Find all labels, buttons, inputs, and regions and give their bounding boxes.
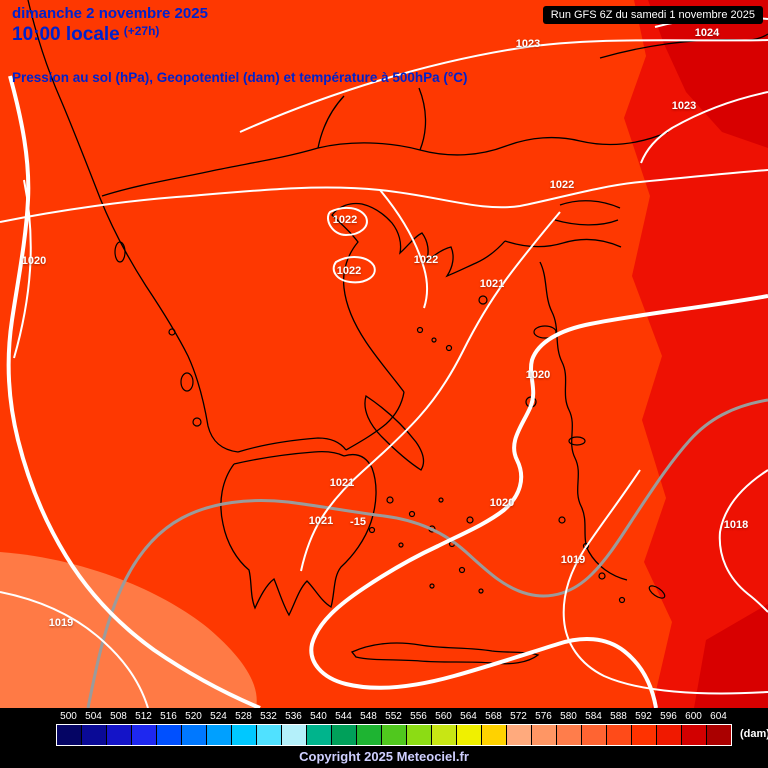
colorbar-segment bbox=[207, 725, 232, 745]
colorbar-tick: 548 bbox=[360, 711, 377, 722]
coastlines bbox=[27, 0, 768, 665]
run-info-box: Run GFS 6Z du samedi 1 novembre 2025 bbox=[542, 6, 763, 24]
colorbar-tick: 596 bbox=[660, 711, 677, 722]
colorbar-tick: 516 bbox=[160, 711, 177, 722]
isobar-label: 1018 bbox=[723, 519, 749, 531]
colorbar-tick: 564 bbox=[460, 711, 477, 722]
colorbar-segment bbox=[507, 725, 532, 745]
run-info-text: Run GFS 6Z du samedi 1 novembre 2025 bbox=[550, 9, 755, 21]
colorbar-segment bbox=[257, 725, 282, 745]
colorbar-segment bbox=[482, 725, 507, 745]
colorbar-tick: 568 bbox=[485, 711, 502, 722]
isobar-label: 1021 bbox=[308, 515, 334, 527]
colorbar-segment bbox=[682, 725, 707, 745]
copyright-text: Copyright 2025 Meteociel.fr bbox=[299, 749, 469, 764]
colorbar-segment bbox=[282, 725, 307, 745]
colorbar-tick: 544 bbox=[335, 711, 352, 722]
colorbar-tick: 588 bbox=[610, 711, 627, 722]
isobar-label: 1023 bbox=[515, 38, 541, 50]
colorbar-tick: 560 bbox=[435, 711, 452, 722]
colorbar-tick: 532 bbox=[260, 711, 277, 722]
colorbar-tick: 504 bbox=[85, 711, 102, 722]
isobar-label: 1023 bbox=[671, 100, 697, 112]
colorbar-segments bbox=[56, 724, 732, 746]
temperature-label: -15 bbox=[350, 516, 366, 528]
map-subtitle-text: Pression au sol (hPa), Geopotentiel (dam… bbox=[12, 70, 468, 85]
colorbar-segment bbox=[57, 725, 82, 745]
colorbar-segment bbox=[407, 725, 432, 745]
isobar-label: 1022 bbox=[336, 265, 362, 277]
colorbar-tick: 524 bbox=[210, 711, 227, 722]
isobar-label: 1020 bbox=[525, 369, 551, 381]
colorbar-segment bbox=[332, 725, 357, 745]
colorbar-segment bbox=[707, 725, 731, 745]
colorbar-ticks: 500 504 508 512 516 520 524 528 532 536 540 544 548 5… bbox=[56, 711, 731, 722]
colorbar-segment bbox=[157, 725, 182, 745]
colorbar-segment bbox=[607, 725, 632, 745]
colorbar-segment bbox=[232, 725, 257, 745]
colorbar-tick: 540 bbox=[310, 711, 327, 722]
isobar-label: 1019 bbox=[48, 617, 74, 629]
map-background bbox=[0, 0, 768, 708]
colorbar-tick: 572 bbox=[510, 711, 527, 722]
isobar-label: 1024 bbox=[694, 27, 720, 39]
isobar-label: 1020 bbox=[21, 255, 47, 267]
colorbar-segment bbox=[457, 725, 482, 745]
colorbar-tick: 500 bbox=[60, 711, 77, 722]
colorbar-segment bbox=[307, 725, 332, 745]
colorbar-segment bbox=[132, 725, 157, 745]
local-time-text: 10:00 locale bbox=[12, 24, 120, 45]
colorbar-tick: 604 bbox=[710, 711, 727, 722]
colorbar-segment bbox=[82, 725, 107, 745]
colorbar-segment bbox=[632, 725, 657, 745]
colorbar-segment bbox=[357, 725, 382, 745]
isobar-thick bbox=[6, 75, 768, 708]
colorbar-tick: 600 bbox=[685, 711, 702, 722]
colorbar-segment bbox=[382, 725, 407, 745]
colorbar-tick: 508 bbox=[110, 711, 127, 722]
colorbar-tick: 536 bbox=[285, 711, 302, 722]
legend-bar: 500 504 508 512 516 520 524 528 532 536 540 544 548 5… bbox=[0, 708, 768, 768]
colorbar-tick: 584 bbox=[585, 711, 602, 722]
colorbar-tick: 520 bbox=[185, 711, 202, 722]
temperature-line-gray bbox=[86, 398, 768, 708]
time-text: 10:00 locale (+27h) bbox=[12, 24, 159, 46]
colorbar-unit: (dam) bbox=[740, 728, 768, 740]
isobar-label: 1022 bbox=[332, 214, 358, 226]
colorbar-tick: 576 bbox=[535, 711, 552, 722]
isobar-label: 1020 bbox=[489, 497, 515, 509]
colorbar-tick: 528 bbox=[235, 711, 252, 722]
colorbar-segment bbox=[657, 725, 682, 745]
forecast-offset-text: (+27h) bbox=[123, 24, 160, 38]
colorbar-tick: 512 bbox=[135, 711, 152, 722]
map-area: 1023 1024 1023 1022 1022 1022 1022 1021 1020 1020… bbox=[0, 0, 768, 708]
colorbar-tick: 552 bbox=[385, 711, 402, 722]
isobars-thin bbox=[0, 16, 768, 708]
colorbar-segment bbox=[532, 725, 557, 745]
islands bbox=[114, 241, 666, 604]
isobar-label: 1022 bbox=[549, 179, 575, 191]
colorbar-tick: 580 bbox=[560, 711, 577, 722]
isobar-label: 1021 bbox=[479, 278, 505, 290]
map-svg bbox=[0, 0, 768, 708]
isobar-label: 1021 bbox=[329, 477, 355, 489]
date-text: dimanche 2 novembre 2025 bbox=[12, 5, 208, 22]
colorbar-segment bbox=[557, 725, 582, 745]
colorbar-segment bbox=[107, 725, 132, 745]
isobar-label: 1019 bbox=[560, 554, 586, 566]
colorbar-segment bbox=[432, 725, 457, 745]
isobar-label: 1022 bbox=[413, 254, 439, 266]
colorbar-tick: 592 bbox=[635, 711, 652, 722]
colorbar-segment bbox=[582, 725, 607, 745]
colorbar-tick: 556 bbox=[410, 711, 427, 722]
colorbar-segment bbox=[182, 725, 207, 745]
